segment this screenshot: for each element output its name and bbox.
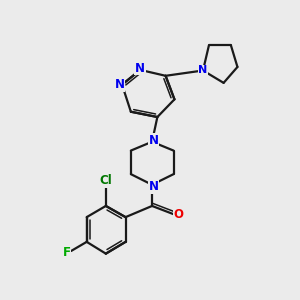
- Text: F: F: [63, 246, 71, 259]
- Text: Cl: Cl: [100, 174, 112, 187]
- Text: O: O: [174, 208, 184, 221]
- Text: N: N: [148, 180, 158, 193]
- Text: N: N: [135, 61, 145, 75]
- Text: N: N: [115, 78, 125, 91]
- Text: N: N: [198, 65, 208, 76]
- Text: N: N: [148, 134, 158, 147]
